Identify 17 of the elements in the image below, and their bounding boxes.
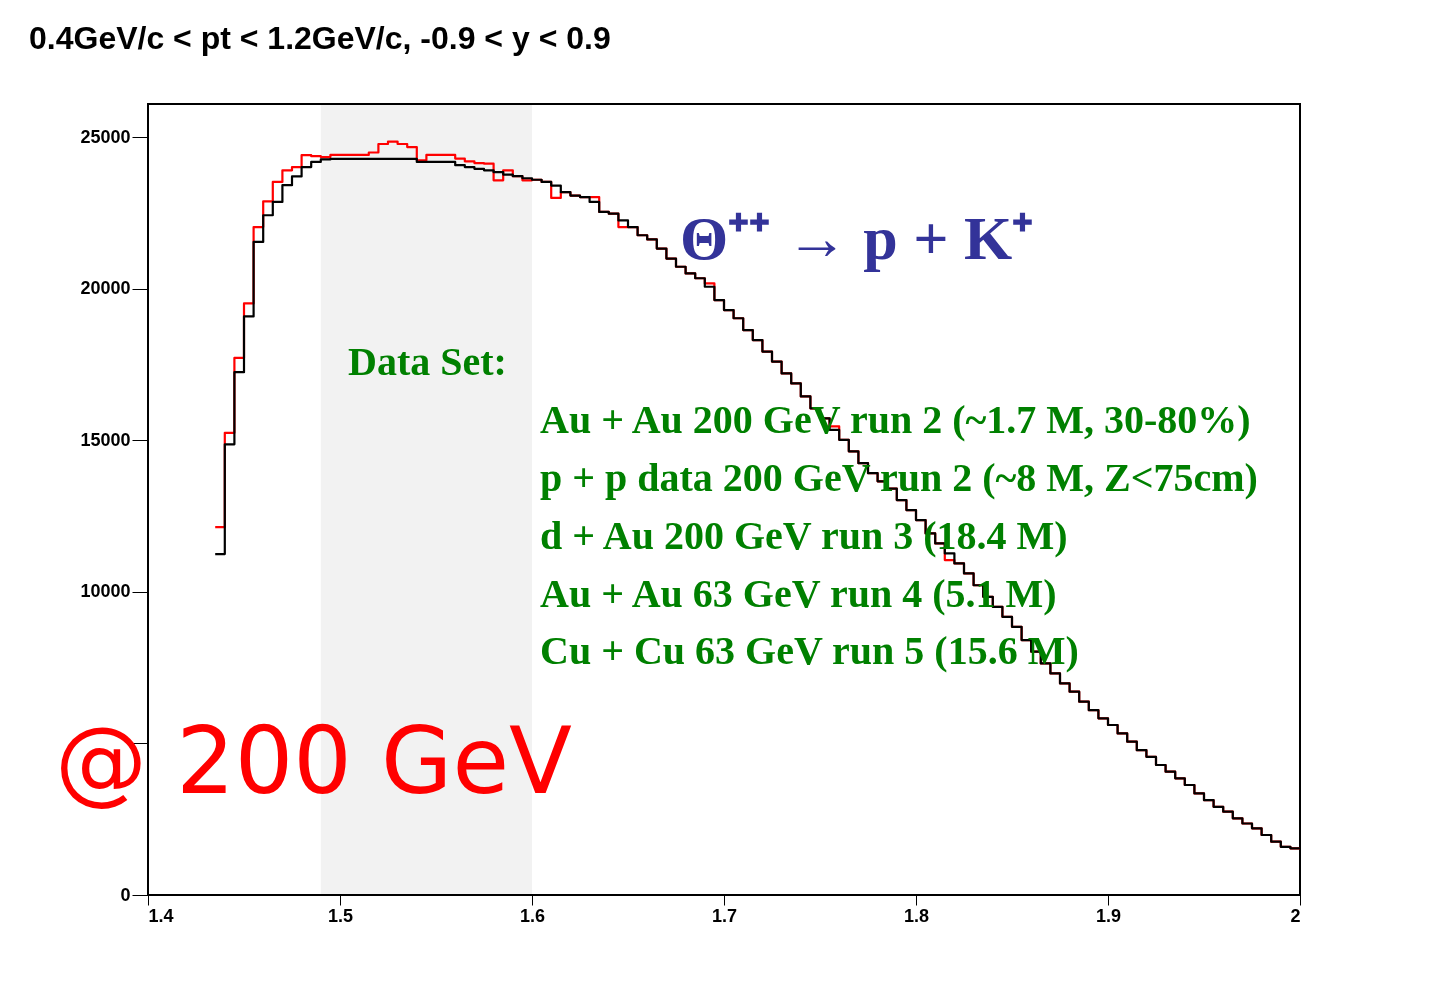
y-tick-label: 25000 — [80, 126, 131, 147]
x-tick-label: 2 — [1290, 905, 1301, 926]
annotation: @ 200 GeV — [55, 708, 572, 815]
annotation: p + p data 200 GeV run 2 (~8 M, Z<75cm) — [540, 455, 1258, 500]
x-tick-label: 1.9 — [1095, 905, 1122, 926]
x-tick-label: 1.5 — [327, 905, 354, 926]
y-tick-label: 0 — [120, 884, 131, 905]
x-tick-label: 1.6 — [519, 905, 546, 926]
x-tick-label: 1.7 — [711, 905, 738, 926]
y-tick-label: 20000 — [80, 278, 131, 299]
chart-title: 0.4GeV/c < pt < 1.2GeV/c, -0.9 < y < 0.9 — [29, 20, 611, 56]
x-tick-label: 1.8 — [903, 905, 930, 926]
y-tick-label: 15000 — [80, 429, 131, 450]
annotation: Data Set: — [348, 339, 507, 384]
annotation: Θ⁺⁺ → p + K⁺ — [680, 204, 1034, 272]
x-tick-label: 1.4 — [148, 905, 174, 926]
y-tick-label: 10000 — [80, 581, 131, 602]
